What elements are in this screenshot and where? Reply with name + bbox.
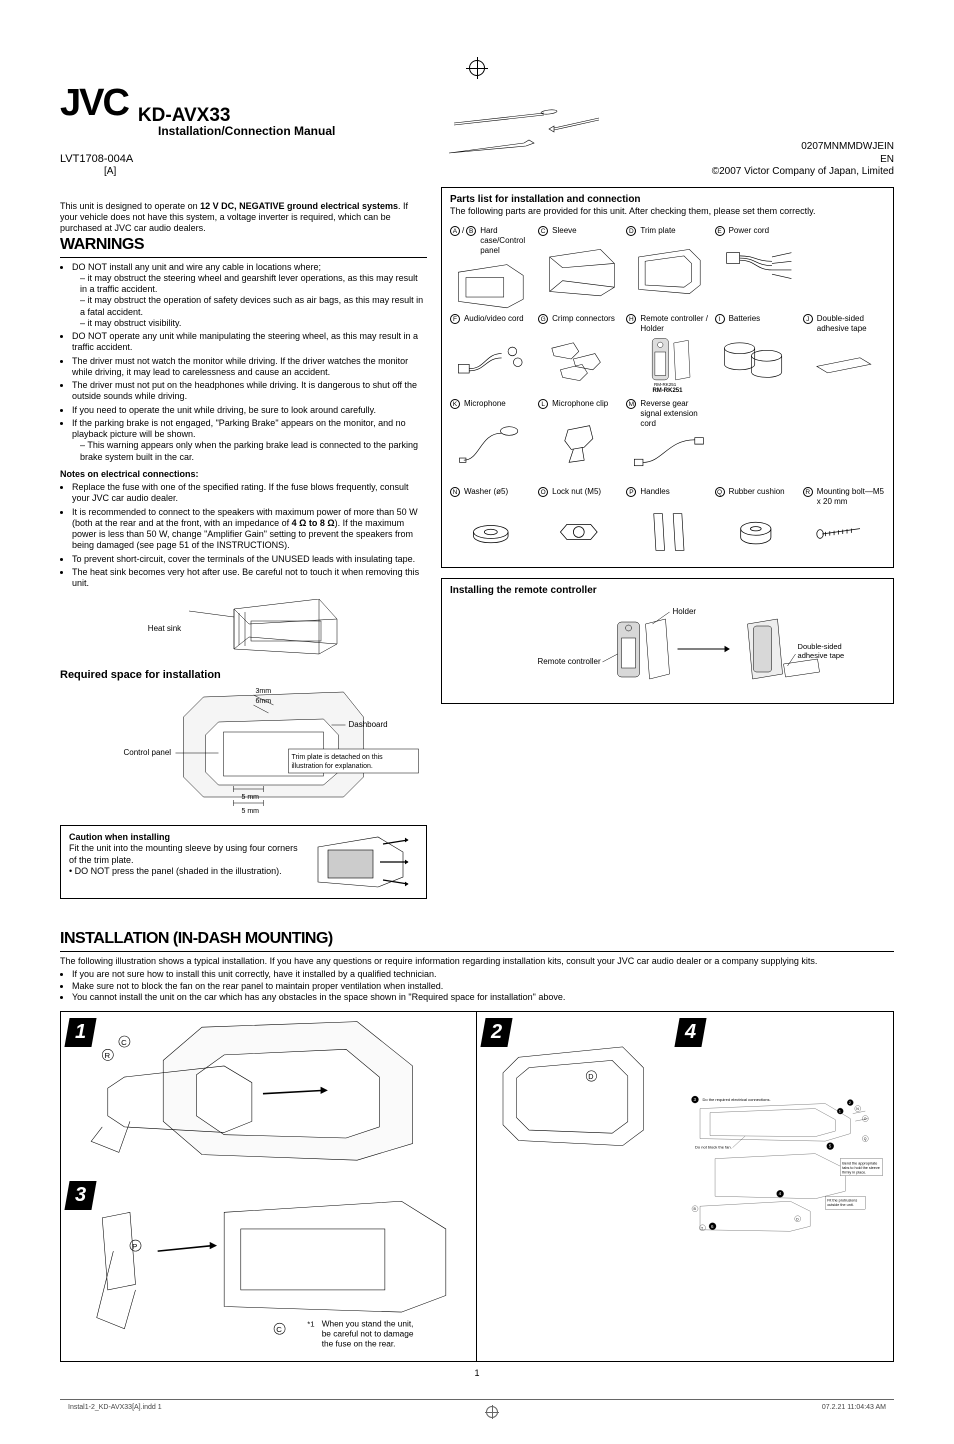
svg-text:adhesive tape: adhesive tape [797, 651, 844, 660]
svg-text:Dashboard: Dashboard [348, 720, 387, 729]
step2-figure: D [477, 1012, 664, 1175]
lvt-code: LVT1708-004A [60, 153, 335, 167]
doc-subtitle: Installation/Connection Manual [158, 124, 335, 139]
footer-left: Instal1-2_KD-AVX33[A].indd 1 [68, 1404, 162, 1420]
warnings-list: DO NOT install any unit and wire any cab… [72, 262, 427, 463]
svg-text:D: D [588, 1072, 593, 1081]
caution-figure [308, 832, 418, 892]
svg-text:6mm: 6mm [255, 698, 271, 705]
svg-text:Do the required electrical con: Do the required electrical connections. [702, 1097, 770, 1102]
footer-right: 07.2.21 11:04:43 AM [822, 1404, 886, 1420]
part-cell: C Sleeve [538, 226, 620, 310]
warnings-title: WARNINGS [60, 235, 427, 258]
svg-text:Holder: Holder [672, 607, 696, 616]
svg-text:illustration for explanation.: illustration for explanation. [291, 763, 372, 770]
part-cell: I Batteries [715, 314, 797, 396]
footer-bar: Instal1-2_KD-AVX33[A].indd 1 07.2.21 11:… [60, 1399, 894, 1424]
part-cell [715, 399, 797, 483]
installation-title: INSTALLATION (IN-DASH MOUNTING) [60, 929, 894, 952]
svg-text:*1: *1 [307, 1320, 314, 1329]
part-cell: N Washer (ø5) [450, 487, 532, 561]
remote-install-box: Installing the remote controller Holder … [441, 578, 894, 704]
part-cell: M Reverse gear signal extension cord [626, 399, 708, 483]
svg-text:Double-sided: Double-sided [797, 642, 841, 651]
tools-illustration [434, 108, 614, 168]
lvt-sub: [A] [104, 166, 335, 179]
page-number: 1 [60, 1368, 894, 1379]
part-cell: L Microphone clip [538, 399, 620, 483]
parts-heading: Parts list for installation and connecti… [450, 194, 885, 207]
svg-text:the fuse on the rear.: the fuse on the rear. [322, 1339, 396, 1349]
required-space-figure: 3mm 6mm Dashboard Control panel Trim pla… [60, 687, 427, 817]
step3-figure: P C *1 When you stand the unit, be caref… [69, 1183, 468, 1353]
installation-bullets: If you are not sure how to install this … [72, 969, 894, 1003]
lang-code: EN [712, 154, 894, 167]
part-cell: Q Rubber cushion [715, 487, 797, 561]
svg-text:Q: Q [863, 1137, 866, 1141]
installation-intro: The following illustration shows a typic… [60, 956, 894, 967]
part-cell [803, 226, 885, 310]
part-cell: D Trim plate [626, 226, 708, 310]
step1-figure: C R [69, 1020, 468, 1167]
svg-text:3mm: 3mm [255, 688, 271, 695]
parts-intro: The following parts are provided for thi… [450, 206, 885, 217]
installation-panels: 1 C R 2 [60, 1011, 894, 1362]
part-cell: R Mounting bolt—M5 x 20 mm [803, 487, 885, 561]
caution-box: Caution when installing Fit the unit int… [60, 825, 427, 899]
registration-mark-top [469, 60, 485, 76]
part-cell: J Double-sided adhesive tape [803, 314, 885, 396]
document-header: JVC KD-AVX33 Installation/Connection Man… [60, 80, 894, 179]
part-cell: K Microphone [450, 399, 532, 483]
svg-text:tabs to hold the sleeve: tabs to hold the sleeve [842, 1166, 880, 1170]
copyright: ©2007 Victor Company of Japan, Limited [712, 166, 894, 179]
part-cell: O Lock nut (M5) [538, 487, 620, 561]
svg-text:N: N [856, 1107, 859, 1111]
svg-text:5 mm: 5 mm [241, 808, 259, 815]
doc-code: 0207MNMMDWJEIN [712, 141, 894, 154]
part-cell: P Handles [626, 487, 708, 561]
svg-text:Do not block the fan.: Do not block the fan. [695, 1145, 732, 1150]
notes-title: Notes on electrical connections: [60, 469, 427, 480]
notes-list: Replace the fuse with one of the specifi… [72, 482, 427, 589]
parts-list-box: Parts list for installation and connecti… [441, 187, 894, 568]
svg-text:C: C [121, 1038, 127, 1047]
svg-text:be careful not to damage: be careful not to damage [322, 1329, 414, 1339]
svg-text:C: C [276, 1325, 282, 1334]
part-cell: G Crimp connectors [538, 314, 620, 396]
part-cell: H Remote controller / HolderRM-RK251RM-R… [626, 314, 708, 396]
part-cell: A / B Hard case/Control panel [450, 226, 532, 310]
svg-text:When you stand the unit,: When you stand the unit, [322, 1319, 414, 1329]
step-number-1: 1 [64, 1018, 96, 1047]
svg-text:Bend the appropriate: Bend the appropriate [842, 1162, 877, 1166]
intro-text: This unit is designed to operate on 12 V… [60, 201, 427, 235]
part-cell: F Audio/video cord [450, 314, 532, 396]
caution-title: Caution when installing [69, 832, 298, 843]
heatsink-figure: Heat sink [60, 599, 427, 659]
svg-text:R: R [104, 1051, 110, 1060]
svg-text:Trim plate is detached on this: Trim plate is detached on this [291, 754, 383, 761]
part-cell: E Power cord [715, 226, 797, 310]
part-cell [803, 399, 885, 483]
remote-install-title: Installing the remote controller [450, 585, 885, 598]
required-space-title: Required space for installation [60, 669, 427, 683]
svg-text:Remote controller: Remote controller [537, 657, 600, 666]
brand-logo: JVC [60, 80, 128, 128]
svg-text:firmly in place.: firmly in place. [842, 1171, 866, 1175]
remote-install-figure: Holder Remote controller [450, 604, 885, 694]
svg-text:Control panel: Control panel [123, 748, 171, 757]
svg-text:RM-RK251: RM-RK251 [654, 382, 677, 387]
step-number-3: 3 [64, 1181, 96, 1210]
svg-text:5 mm: 5 mm [241, 794, 259, 801]
